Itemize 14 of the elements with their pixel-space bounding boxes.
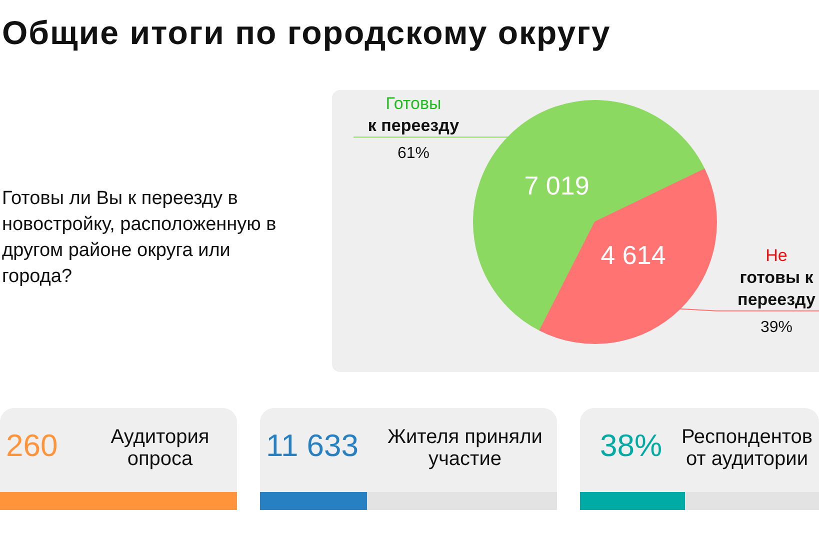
data-label: 7 019 xyxy=(524,170,590,200)
text: 39% xyxy=(760,318,793,336)
text: 260 xyxy=(6,428,58,464)
data-label: 4 614 xyxy=(600,240,666,270)
text: Готовы ли Вы к переезду в новостройку, расположенную в другом районе округа или города? xyxy=(2,187,278,289)
chart-title: Общие итоги по городскому округу xyxy=(2,14,611,52)
slice-label: Готовы к переезду xyxy=(368,94,460,136)
text: Жителя приняли участие xyxy=(386,426,544,470)
text: Аудитория опроса xyxy=(110,426,210,470)
text: Респондентов от аудитории xyxy=(680,426,814,470)
text: 61% xyxy=(397,145,430,162)
text: 11 633 xyxy=(266,428,359,464)
text: 38% xyxy=(600,428,662,464)
slice-label: Не готовы к переезду xyxy=(738,246,816,309)
